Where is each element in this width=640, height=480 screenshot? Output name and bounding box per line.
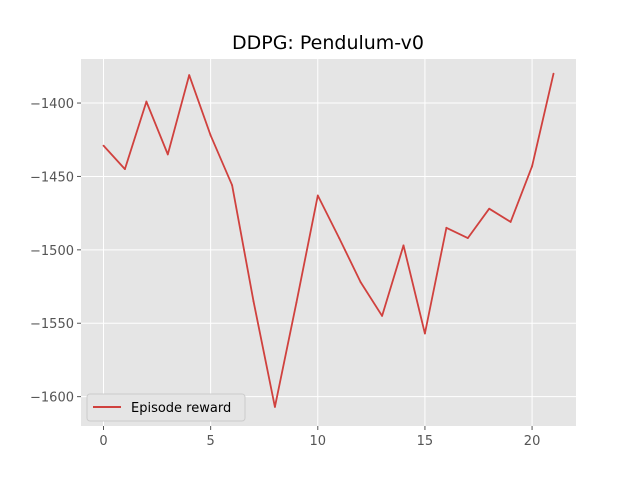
y-tick-label: −1600 bbox=[30, 391, 74, 406]
y-axis: −1600 −1550 −1500 −1450 −1400 bbox=[30, 97, 81, 406]
x-tick-label: 5 bbox=[207, 434, 215, 449]
legend-box bbox=[86, 393, 246, 422]
data-point bbox=[531, 165, 533, 168]
chart-title: DDPG: Pendulum-v0 bbox=[232, 32, 424, 54]
data-point bbox=[402, 244, 405, 247]
y-tick-label: −1500 bbox=[30, 244, 74, 259]
plot-area bbox=[81, 59, 576, 426]
data-point bbox=[295, 301, 298, 304]
data-point bbox=[445, 226, 448, 229]
x-tick-label: 10 bbox=[310, 434, 327, 449]
data-point bbox=[466, 237, 469, 239]
x-tick-label: 15 bbox=[417, 434, 434, 449]
y-tick-label: −1400 bbox=[30, 97, 74, 112]
data-point bbox=[424, 332, 426, 335]
data-point bbox=[316, 194, 319, 197]
legend-label: Episode reward bbox=[131, 401, 231, 416]
data-point bbox=[488, 207, 491, 210]
data-point bbox=[359, 281, 362, 284]
data-point bbox=[231, 184, 233, 187]
x-tick-label: 20 bbox=[524, 434, 541, 449]
data-point bbox=[188, 74, 191, 77]
data-point bbox=[509, 221, 512, 223]
data-point bbox=[166, 153, 169, 156]
data-point bbox=[338, 237, 341, 239]
legend: Episode reward bbox=[86, 393, 246, 422]
data-point bbox=[552, 72, 555, 75]
y-tick-label: −1450 bbox=[30, 170, 74, 185]
data-point bbox=[145, 100, 148, 103]
y-tick-label: −1550 bbox=[30, 317, 74, 332]
data-point bbox=[209, 134, 212, 137]
data-point bbox=[274, 406, 276, 408]
x-axis: 0 5 10 15 20 bbox=[99, 426, 540, 449]
data-point bbox=[381, 315, 383, 317]
x-tick-label: 0 bbox=[99, 434, 107, 449]
data-point bbox=[102, 144, 105, 147]
series-line bbox=[102, 73, 555, 408]
series-layer bbox=[102, 72, 555, 408]
data-point bbox=[252, 300, 255, 303]
data-point bbox=[124, 168, 126, 171]
